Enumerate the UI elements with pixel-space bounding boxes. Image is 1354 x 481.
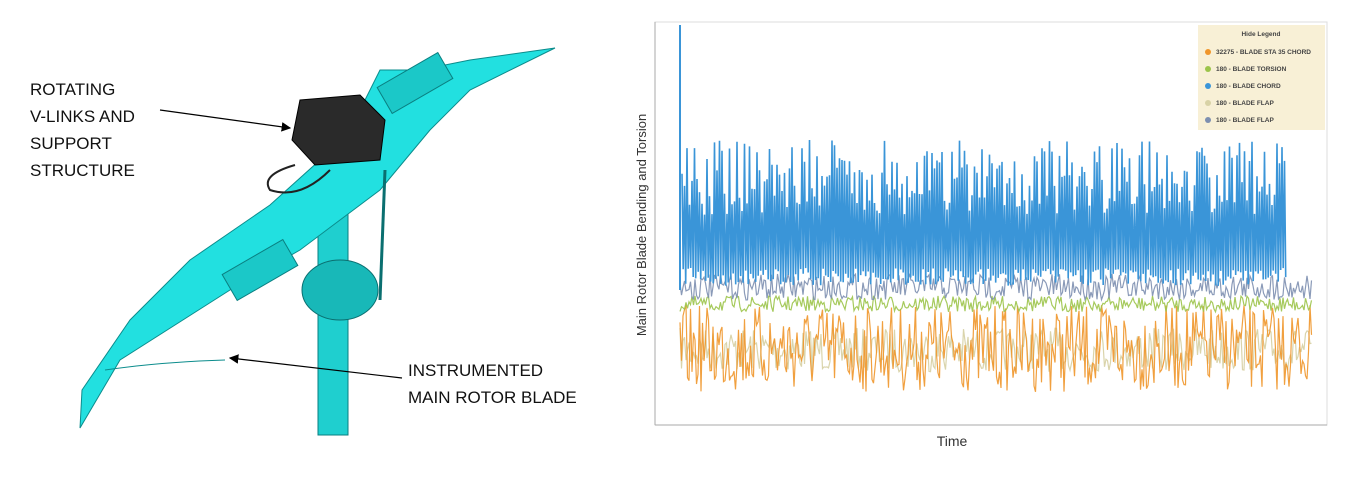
blade-clamp — [221, 238, 299, 302]
sensor-box — [291, 94, 386, 166]
callout-label: INSTRUMENTED MAIN ROTOR BLADE — [408, 361, 577, 407]
legend-label[interactable]: 32275 - BLADE STA 35 CHORD — [1216, 49, 1311, 56]
callout-line: SUPPORT — [30, 134, 112, 153]
blade-clamp — [376, 51, 454, 115]
y-axis-label: Main Rotor Blade Bending and Torsion — [634, 114, 649, 336]
traces — [679, 25, 1313, 392]
legend-box — [1198, 25, 1325, 130]
rotor-render — [79, 47, 556, 436]
callout-line: V-LINKS AND — [30, 107, 135, 126]
callout-label: ROTATING V-LINKS AND SUPPORT STRUCTURE — [30, 80, 135, 180]
callout-arrow — [159, 109, 292, 132]
trace — [681, 139, 1287, 286]
callout-line: ROTATING — [30, 80, 115, 99]
legend-label[interactable]: 180 - BLADE CHORD — [1216, 83, 1281, 90]
hub — [301, 259, 379, 321]
legend-label[interactable]: 180 - BLADE TORSION — [1216, 66, 1287, 73]
x-axis-label: Time — [937, 433, 968, 449]
callout-line: MAIN ROTOR BLADE — [408, 388, 577, 407]
legend-marker — [1205, 66, 1211, 72]
legend-marker — [1205, 100, 1211, 106]
cable — [266, 164, 331, 194]
callout-line: STRUCTURE — [30, 161, 135, 180]
legend: 32275 - BLADE STA 35 CHORD 180 - BLADE TO… — [1205, 49, 1311, 124]
legend-marker — [1205, 49, 1211, 55]
trace — [679, 304, 1313, 392]
callout-arrow — [228, 354, 403, 379]
v-link — [378, 169, 387, 301]
legend-marker — [1205, 83, 1211, 89]
legend-label[interactable]: 180 - BLADE FLAP — [1216, 100, 1274, 107]
legend-label[interactable]: 180 - BLADE FLAP — [1216, 117, 1274, 124]
blade-line — [104, 359, 226, 371]
legend-marker — [1205, 117, 1211, 123]
legend-title[interactable]: Hide Legend — [1241, 31, 1280, 38]
trace — [679, 294, 1313, 314]
callout-line: INSTRUMENTED — [408, 361, 543, 380]
